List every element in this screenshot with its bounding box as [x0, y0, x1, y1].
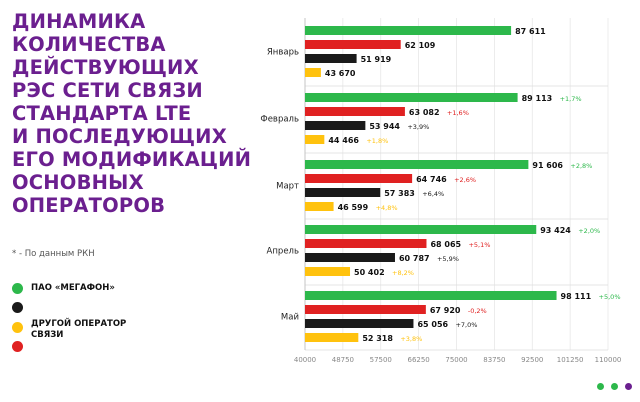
bar: [305, 26, 512, 35]
change-label: +8,2%: [392, 269, 414, 277]
title-line: ОПЕРАТОРОВ: [12, 194, 166, 217]
data-label: 53 944: [369, 122, 400, 131]
data-label: 63 082: [409, 108, 440, 117]
x-tick-label: 66250: [407, 356, 429, 364]
change-label: +5,9%: [437, 255, 459, 263]
bar: [305, 188, 381, 197]
change-label: -0,2%: [468, 307, 487, 315]
title-line: И ПОСЛЕДУЮЩИХ: [12, 125, 227, 148]
change-label: +6,4%: [422, 190, 444, 198]
change-label: +1,8%: [366, 137, 388, 145]
legend-label-other-line2: СВЯЗИ: [31, 330, 64, 340]
bar: [305, 107, 405, 116]
legend-black-dot: [12, 302, 23, 313]
category-label: Апрель: [267, 247, 299, 257]
data-label: 43 670: [325, 69, 356, 78]
title-line: РЭС СЕТИ СВЯЗИ: [12, 79, 203, 102]
bar: [305, 93, 518, 102]
x-tick-label: 57500: [370, 356, 392, 364]
title-line: КОЛИЧЕСТВА: [12, 33, 166, 56]
title-line: ДЕЙСТВУЮЩИХ: [12, 56, 199, 79]
data-label: 46 599: [338, 203, 369, 212]
category-label: Февраль: [260, 115, 299, 125]
x-tick-label: 75000: [445, 356, 467, 364]
data-label: 87 611: [515, 27, 546, 36]
bar: [305, 174, 413, 183]
change-label: +1,6%: [447, 109, 469, 117]
bar: [305, 40, 401, 49]
change-label: +2,8%: [570, 162, 592, 170]
title-line: ДИНАМИКА: [12, 10, 146, 33]
title-line: ОСНОВНЫХ: [12, 171, 144, 194]
change-label: +2,0%: [578, 227, 600, 235]
chart-title: ДИНАМИКА КОЛИЧЕСТВА ДЕЙСТВУЮЩИХ РЭС СЕТИ…: [12, 10, 262, 217]
data-label: 89 113: [522, 94, 553, 103]
legend-yellow-dot: [12, 322, 23, 333]
change-label: +5,0%: [599, 293, 621, 301]
bar: [305, 202, 334, 211]
bar: [305, 253, 395, 262]
bar: [305, 319, 414, 328]
bar: [305, 267, 351, 276]
data-label: 62 109: [405, 41, 436, 50]
legend-label-megafon: ПАО «МЕГАФОН»: [31, 283, 115, 293]
title-line: СТАНДАРТА LTE: [12, 102, 192, 125]
bar: [305, 121, 366, 130]
change-label: +3,9%: [407, 123, 429, 131]
bar: [305, 333, 359, 342]
x-tick-label: 83750: [483, 356, 505, 364]
category-label: Март: [276, 182, 299, 192]
data-label: 91 606: [532, 161, 563, 170]
change-label: +3,8%: [400, 335, 422, 343]
data-label: 52 318: [362, 334, 393, 343]
data-label: 50 402: [354, 268, 385, 277]
legend-red-dot: [12, 341, 23, 352]
x-tick-label: 48750: [332, 356, 354, 364]
data-label: 93 424: [540, 226, 571, 235]
bar: [305, 160, 529, 169]
change-label: +7,0%: [455, 321, 477, 329]
deco-green-dot: [610, 383, 618, 390]
change-label: +2,6%: [454, 176, 476, 184]
bar: [305, 225, 537, 234]
data-label: 60 787: [399, 254, 430, 263]
legend-label-other-line1: ДРУГОЙ ОПЕРАТОР: [31, 319, 127, 329]
decorative-dots: [595, 375, 632, 394]
bar: [305, 54, 357, 63]
x-tick-label: 40000: [294, 356, 316, 364]
bar: [305, 135, 325, 144]
x-tick-label: 110000: [595, 356, 622, 364]
bar: [305, 291, 557, 300]
x-tick-label: 92500: [521, 356, 543, 364]
title-line: ЕГО МОДИФИКАЦИЙ: [12, 148, 252, 171]
deco-purple-dot: [625, 383, 632, 390]
change-label: +5,1%: [468, 241, 490, 249]
bar: [305, 305, 426, 314]
data-label: 67 920: [430, 306, 461, 315]
category-label: Январь: [267, 48, 299, 58]
data-label: 98 111: [561, 292, 592, 301]
bar: [305, 239, 427, 248]
data-label: 44 466: [328, 136, 359, 145]
data-label: 68 065: [430, 240, 461, 249]
legend-green-dot: [12, 283, 23, 294]
bar: [305, 68, 321, 77]
change-label: +1,7%: [560, 95, 582, 103]
data-label: 64 746: [416, 175, 447, 184]
deco-green-dot: [596, 383, 604, 390]
x-tick-label: 101250: [557, 356, 584, 364]
data-label: 65 056: [417, 320, 448, 329]
source-note: * - По данным РКН: [12, 249, 95, 259]
data-label: 57 383: [384, 189, 415, 198]
change-label: +4,8%: [376, 204, 398, 212]
category-label: Май: [281, 313, 299, 323]
data-label: 51 919: [361, 55, 392, 64]
